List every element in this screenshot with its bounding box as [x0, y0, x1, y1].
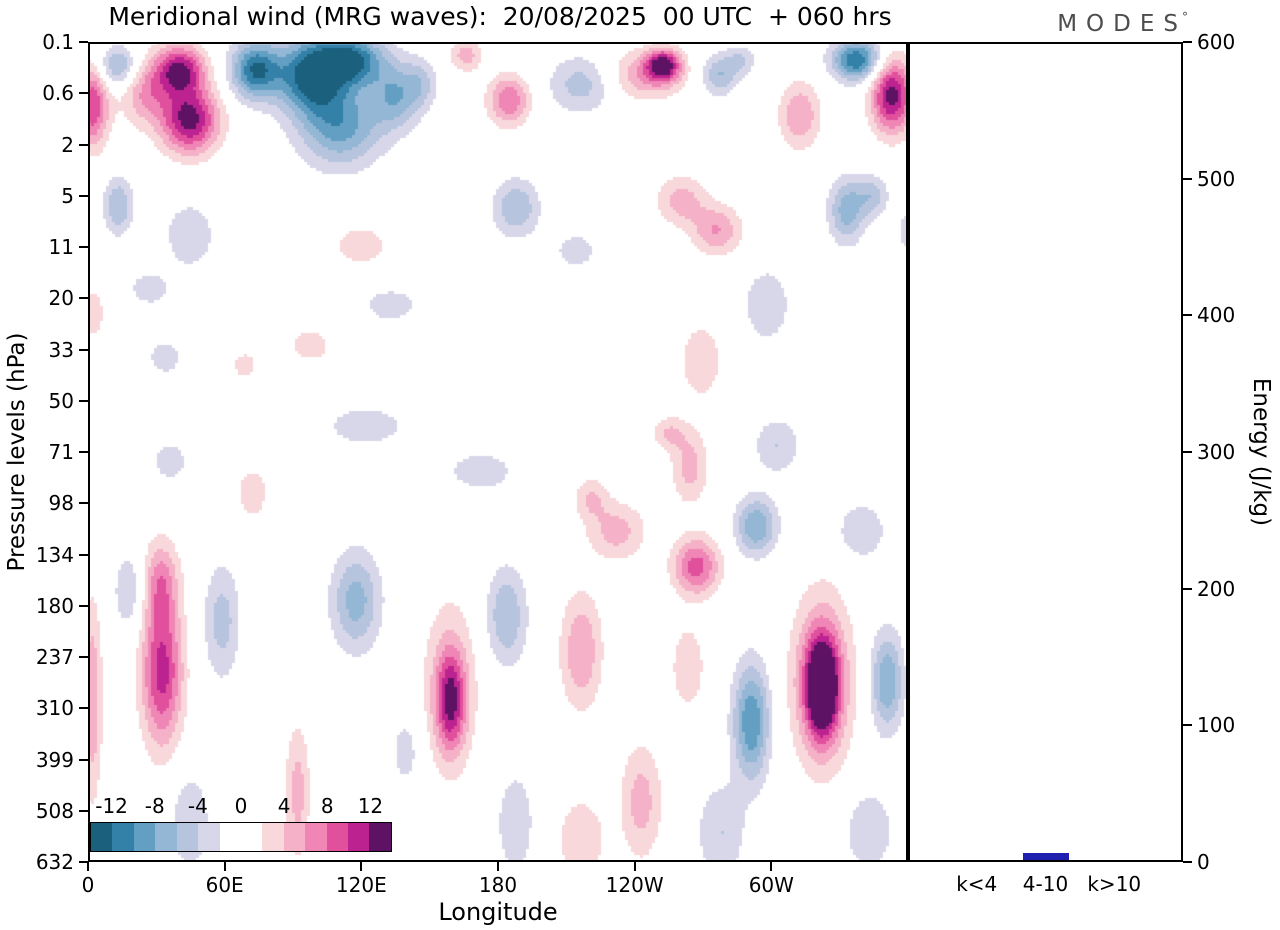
longitude-tick [770, 862, 773, 871]
energy-tick-label: 100 [1197, 713, 1236, 738]
contour-field-canvas [88, 42, 908, 862]
longitude-tick [633, 862, 636, 871]
pressure-tick-label: 134 [35, 542, 74, 567]
energy-tick [1183, 314, 1192, 317]
pressure-tick [79, 348, 88, 351]
energy-tick [1183, 724, 1192, 727]
longitude-tick-label: 0 [81, 873, 95, 897]
pressure-tick [79, 41, 88, 43]
colorbar-tick-label: -8 [144, 794, 165, 818]
pressure-tick-label: 399 [35, 747, 74, 772]
longitude-tick [360, 862, 363, 871]
pressure-tick-label: 98 [48, 491, 74, 516]
energy-tick-label: 200 [1197, 576, 1236, 601]
pressure-tick [79, 502, 88, 505]
energy-tick-label: 0 [1197, 850, 1210, 874]
pressure-tick [79, 604, 88, 607]
pressure-tick [79, 92, 88, 95]
longitude-tick-label: 120W [605, 873, 664, 897]
energy-tick [1183, 41, 1192, 43]
longitude-tick-label: 120E [335, 873, 387, 897]
pressure-tick [79, 297, 88, 300]
longitude-tick [87, 862, 89, 871]
energy-tick-label: 300 [1197, 440, 1236, 464]
colorbar-segment [198, 823, 220, 851]
colorbar-tick-label: -12 [95, 794, 128, 818]
pressure-tick-label: 0.1 [42, 30, 74, 54]
pressure-tick [79, 553, 88, 556]
colorbar-segment [240, 823, 263, 851]
colorbar-segment [348, 823, 370, 851]
longitude-tick [223, 862, 226, 871]
pressure-tick-label: 71 [48, 440, 74, 464]
colorbar-segment [326, 823, 349, 851]
colorbar-segment [369, 823, 391, 851]
colorbar-tick-label: 0 [234, 794, 248, 818]
pressure-tick [79, 656, 88, 658]
colorbar-segment [133, 823, 156, 851]
longitude-axis-label: Longitude [438, 898, 558, 926]
longitude-tick [497, 862, 499, 871]
energy-tick [1183, 587, 1192, 590]
longitude-tick-label: 180 [478, 873, 518, 897]
energy-category-label: k<4 [956, 872, 998, 896]
energy-tick [1183, 451, 1192, 453]
pressure-tick-label: 50 [48, 388, 74, 413]
pressure-tick [79, 451, 88, 453]
colorbar-segment [219, 823, 241, 851]
energy-tick [1183, 861, 1192, 863]
pressure-tick-label: 632 [35, 850, 74, 874]
colorbar-tick-label: 8 [320, 794, 334, 818]
energy-panel [908, 42, 1183, 862]
energy-category-label: k>10 [1087, 872, 1142, 896]
colorbar-tick-label: 4 [277, 794, 291, 818]
pressure-tick-label: 310 [35, 696, 74, 721]
colorbar-segment [305, 823, 327, 851]
chart-title: Meridional wind (MRG waves): 20/08/2025 … [108, 2, 892, 31]
pressure-tick [79, 399, 88, 402]
pressure-tick [79, 143, 88, 146]
pressure-tick [79, 707, 88, 710]
modes-logo: MODES° [1057, 10, 1188, 37]
pressure-tick-label: 180 [35, 593, 74, 618]
pressure-tick-label: 237 [35, 645, 74, 669]
colorbar-tick-label: -4 [187, 794, 208, 818]
pressure-tick-label: 508 [35, 798, 74, 823]
colorbar-segment [283, 823, 306, 851]
colorbar-segment [91, 823, 113, 851]
pressure-tick-label: 20 [48, 286, 74, 311]
energy-tick-label: 500 [1197, 166, 1236, 191]
modes-logo-degree-mark: ° [1182, 10, 1188, 24]
pressure-tick [79, 194, 88, 197]
colorbar-segment [262, 823, 284, 851]
longitude-tick-label: 60W [748, 873, 794, 897]
pressure-tick [79, 758, 88, 761]
pressure-tick [79, 246, 88, 248]
energy-tick-label: 400 [1197, 303, 1236, 328]
energy-tick-label: 600 [1197, 30, 1236, 54]
colorbar-segment [176, 823, 199, 851]
energy-category-label: 4-10 [1022, 872, 1069, 896]
colorbar-segment [112, 823, 134, 851]
pressure-tick-label: 33 [48, 337, 74, 362]
colorbar-segment [155, 823, 177, 851]
energy-tick [1183, 177, 1192, 180]
pressure-tick-label: 5 [61, 183, 74, 208]
pressure-tick [79, 809, 88, 812]
pressure-tick-label: 11 [48, 235, 74, 259]
pressure-tick [79, 861, 88, 863]
energy-bar [1022, 853, 1069, 860]
modes-logo-text: MODES [1057, 11, 1187, 37]
colorbar [90, 822, 392, 852]
pressure-tick-label: 2 [61, 132, 74, 157]
pressure-tick-label: 0.6 [42, 81, 74, 106]
colorbar-tick-label: 12 [357, 794, 384, 818]
longitude-tick-label: 60E [205, 873, 244, 897]
